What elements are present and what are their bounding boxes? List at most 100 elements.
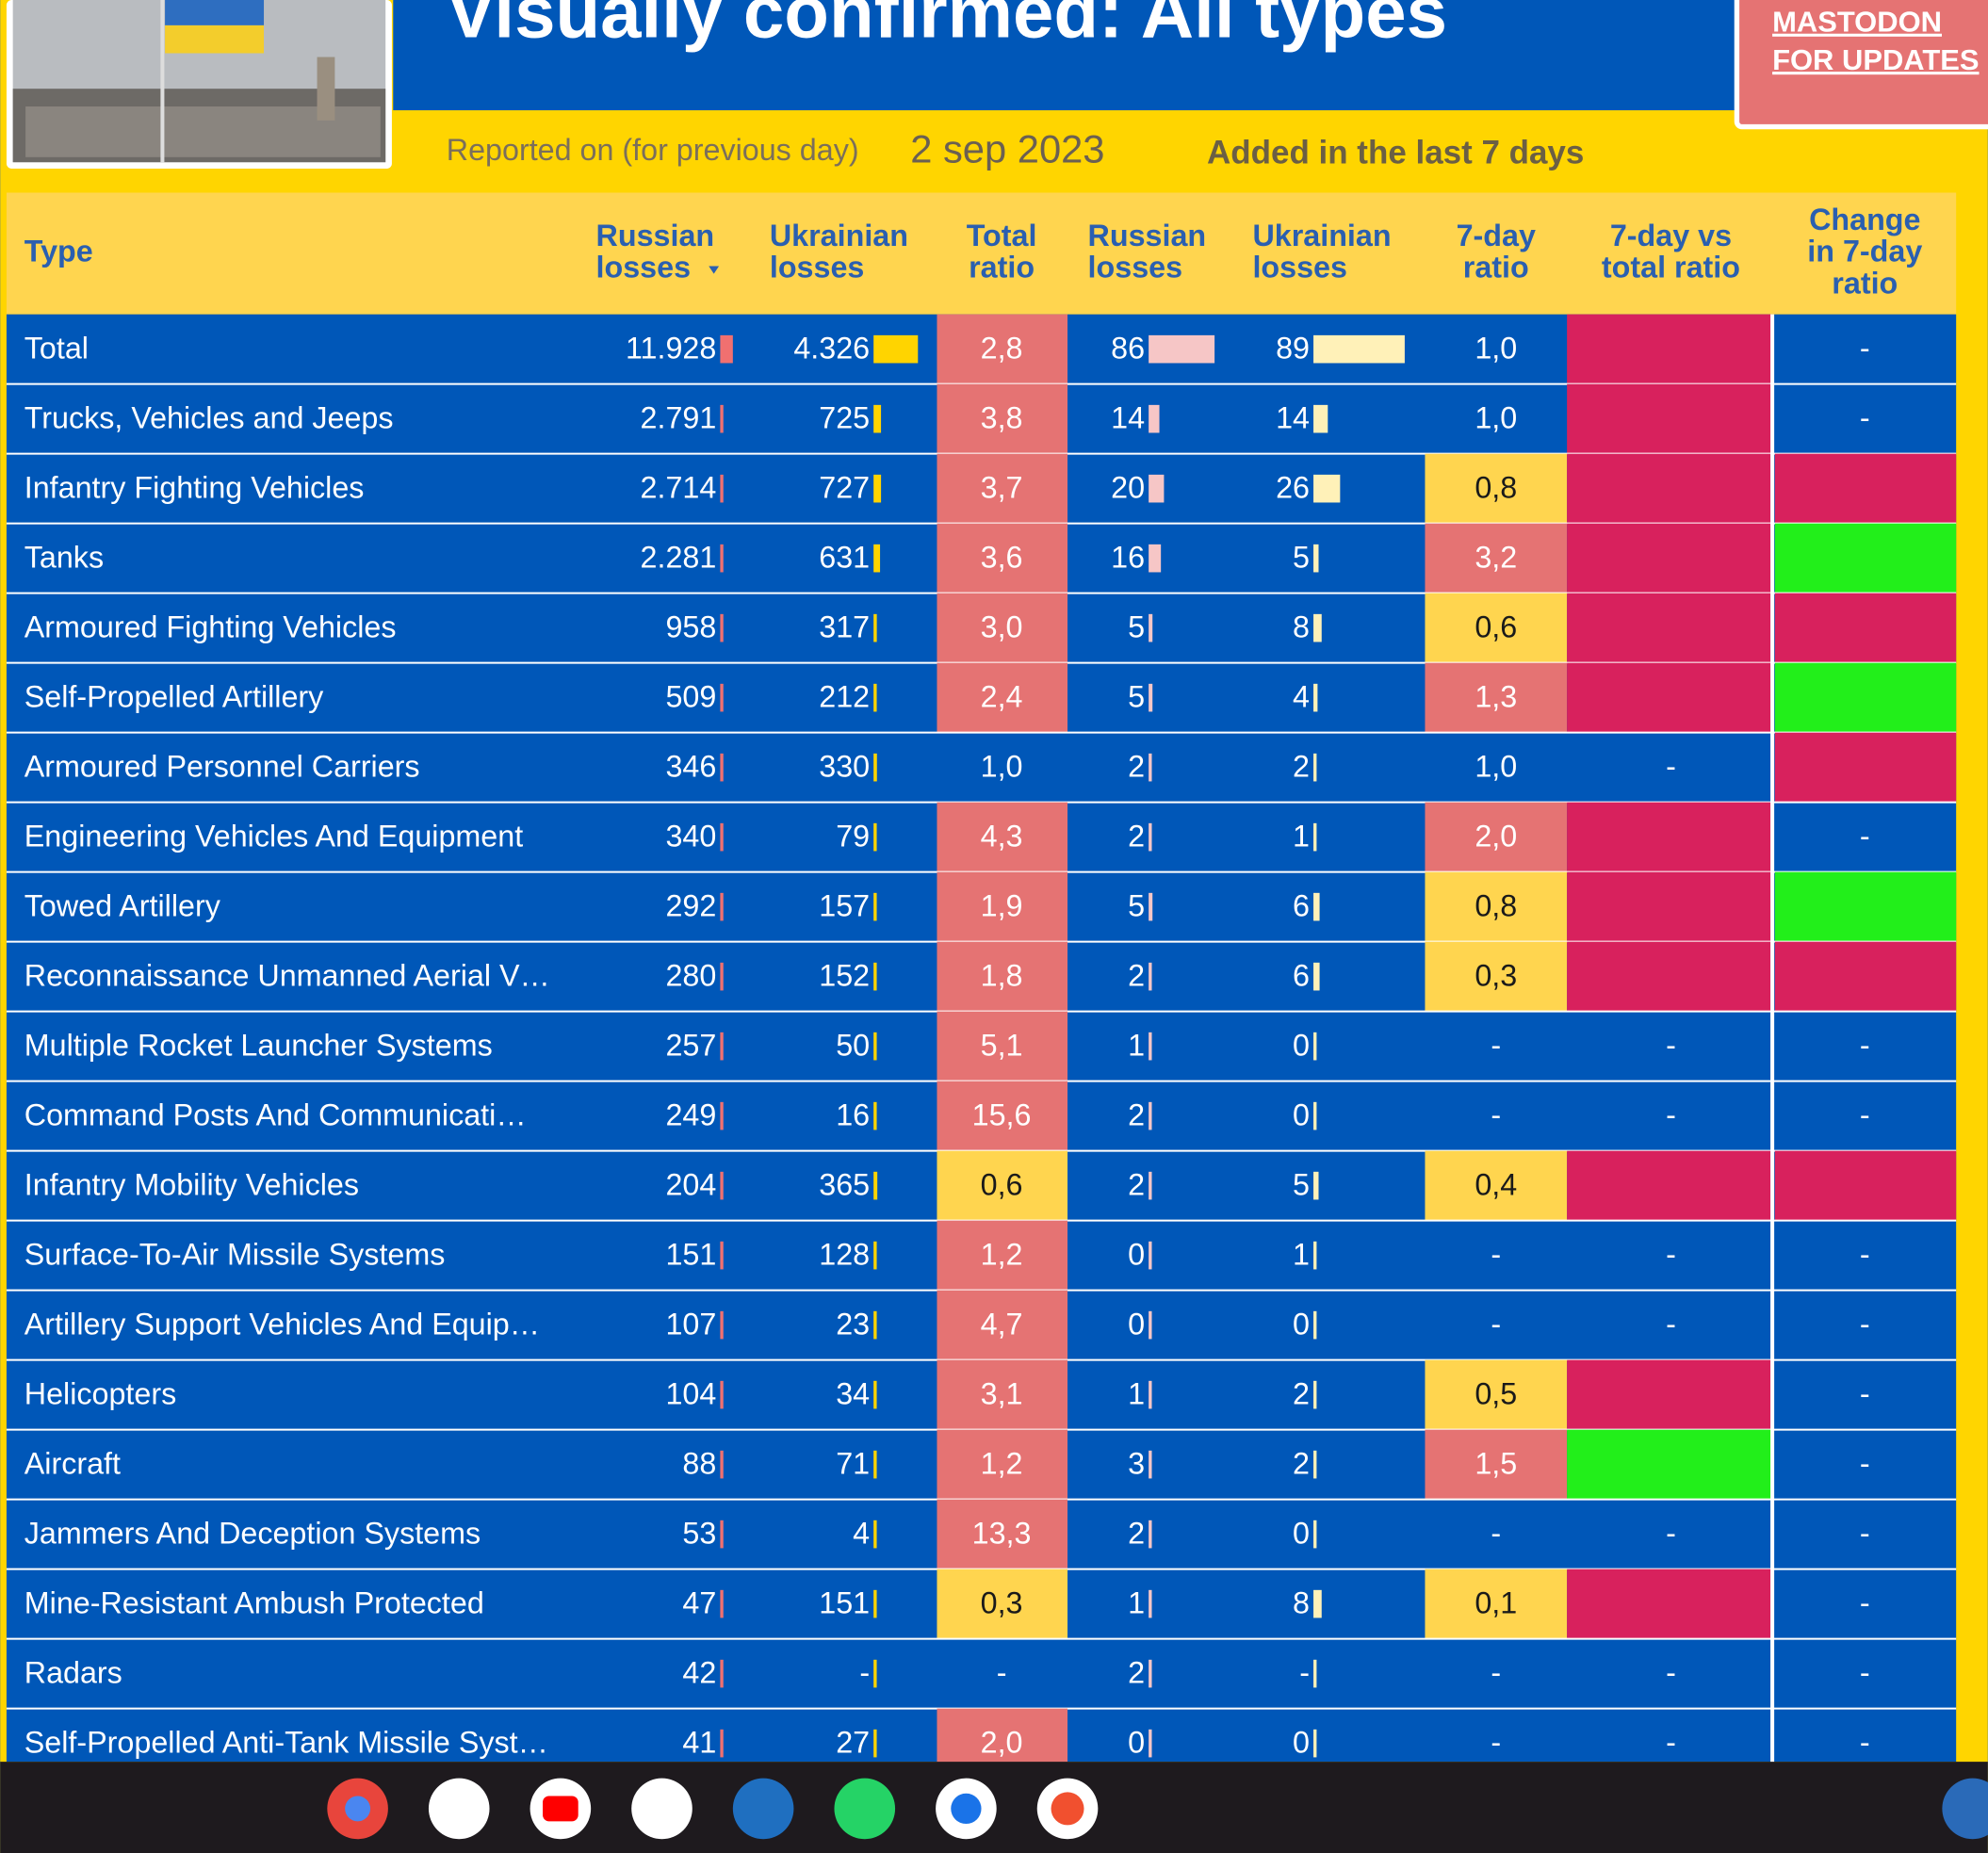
cell-value: 14 [1111, 401, 1145, 435]
data-bar [1313, 683, 1318, 712]
cell-value: 34 [836, 1377, 870, 1411]
data-bar [1313, 1101, 1317, 1130]
cell-fill [937, 1220, 1068, 1291]
cell-value: 3,2 [1475, 541, 1517, 575]
data-bar [1313, 753, 1317, 782]
data-bar [1149, 334, 1215, 364]
data-bar [873, 753, 877, 782]
column-header[interactable]: Change [1809, 203, 1920, 236]
cell-value: - [1666, 1098, 1676, 1132]
data-bar [873, 1589, 877, 1618]
cell-value: 1 [1293, 1238, 1310, 1272]
column-header[interactable]: Russian [596, 219, 715, 252]
cell-value: 1,2 [981, 1447, 1023, 1481]
column-header[interactable]: ratio [969, 250, 1035, 284]
cell-value: 16 [1111, 541, 1145, 575]
cell-fill [1774, 662, 1957, 733]
column-header[interactable]: losses [1252, 250, 1347, 284]
cell-value: 0,6 [1475, 610, 1517, 644]
cell-value: 8 [1293, 1586, 1310, 1620]
column-header[interactable]: ratio [1832, 266, 1898, 300]
cell-value: 3 [1128, 1447, 1145, 1481]
app-icon-core [345, 1796, 371, 1822]
cell-fill [1425, 941, 1568, 1012]
cell-value: - [1666, 1517, 1676, 1551]
app-icon[interactable] [631, 1778, 693, 1840]
cell-fill [1567, 453, 1773, 524]
cell-fill [937, 1290, 1068, 1360]
column-header[interactable]: total ratio [1602, 250, 1740, 284]
row-label: Multiple Rocket Launcher Systems [24, 1029, 493, 1063]
cell-fill [1425, 1359, 1568, 1430]
cell-value: 212 [819, 680, 870, 714]
cell-value: 4 [853, 1517, 870, 1551]
data-bar [1149, 683, 1153, 712]
app-icon[interactable] [834, 1778, 896, 1840]
data-bar [1313, 1171, 1319, 1200]
cell-value: 50 [836, 1029, 870, 1063]
app-icon[interactable] [428, 1778, 490, 1840]
column-header[interactable]: Ukrainian [1252, 219, 1391, 252]
column-header[interactable]: Total [967, 219, 1037, 252]
cell-fill [1425, 1429, 1568, 1500]
cell-value: 509 [665, 680, 716, 714]
cell-value: 128 [819, 1238, 870, 1272]
column-header[interactable]: in 7-day [1807, 235, 1922, 268]
cell-value: 107 [665, 1308, 716, 1341]
cell-value: 42 [682, 1656, 716, 1690]
column-header[interactable]: Ukrainian [770, 219, 908, 252]
cell-value: 1,9 [981, 889, 1023, 923]
cell-value: 79 [836, 820, 870, 853]
cell-value: 0 [1128, 1238, 1145, 1272]
data-bar [720, 1241, 724, 1270]
cell-fill [937, 453, 1068, 524]
link-line[interactable]: MASTODON [1772, 6, 1942, 39]
data-bar [1313, 474, 1341, 503]
data-bar [1149, 822, 1152, 852]
cell-value: 0 [1293, 1029, 1310, 1063]
cell-value: 2 [1293, 1377, 1310, 1411]
cell-value: 2.791 [641, 401, 717, 435]
cell-fill [937, 1150, 1068, 1221]
column-header[interactable]: losses [596, 250, 692, 284]
column-header[interactable]: losses [770, 250, 865, 284]
cell-value: 5 [1293, 541, 1310, 575]
row-label: Reconnaissance Unmanned Aerial V… [24, 959, 550, 993]
cell-value: 0,5 [1475, 1377, 1517, 1411]
data-bar [720, 822, 724, 852]
row-label: Helicopters [24, 1377, 176, 1411]
cell-value: 3,7 [981, 471, 1023, 505]
cell-value: 2,0 [981, 1725, 1023, 1759]
cell-value: 0,6 [981, 1168, 1023, 1202]
cell-fill [937, 662, 1068, 733]
app-icon[interactable] [1942, 1778, 1988, 1840]
cell-value: 330 [819, 750, 870, 784]
app-icon[interactable] [732, 1778, 794, 1840]
cell-value: 2 [1128, 1168, 1145, 1202]
cell-value: 3,0 [981, 610, 1023, 644]
link-line[interactable]: FOR UPDATES [1772, 43, 1979, 76]
sort-indicator [709, 266, 720, 274]
cell-fill [1567, 941, 1773, 1012]
cell-value: 631 [819, 541, 870, 575]
cell-value: 4 [1293, 680, 1310, 714]
data-bar [873, 1659, 877, 1688]
row-label: Aircraft [24, 1447, 121, 1481]
column-header[interactable]: losses [1088, 250, 1183, 284]
column-header[interactable]: 7-day [1457, 219, 1536, 252]
data-bar [1149, 1101, 1152, 1130]
column-header[interactable]: 7-day vs [1610, 219, 1732, 252]
column-header[interactable]: ratio [1463, 250, 1529, 284]
cell-fill [1567, 314, 1773, 384]
cell-value: 2 [1128, 820, 1145, 853]
cell-fill [1425, 453, 1568, 524]
cell-value: - [1860, 1517, 1870, 1551]
cell-value: 151 [819, 1586, 870, 1620]
mastodon-link[interactable]: MASTODON FOR UPDATES [1734, 0, 1988, 130]
column-header[interactable]: Type [24, 235, 93, 268]
cell-fill [1567, 1359, 1773, 1430]
column-header[interactable]: Russian [1088, 219, 1207, 252]
cell-fill [1425, 593, 1568, 663]
cell-fill [1774, 1150, 1957, 1221]
